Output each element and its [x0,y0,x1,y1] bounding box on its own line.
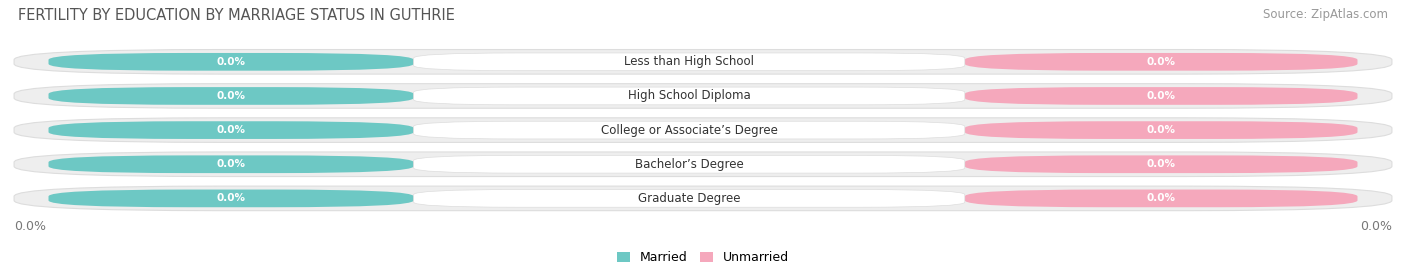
Text: Less than High School: Less than High School [624,55,754,68]
Text: Graduate Degree: Graduate Degree [638,192,741,205]
Text: 0.0%: 0.0% [1360,220,1392,233]
FancyBboxPatch shape [48,190,413,207]
Text: 0.0%: 0.0% [1147,91,1175,101]
Text: 0.0%: 0.0% [217,125,246,135]
FancyBboxPatch shape [14,118,1392,142]
FancyBboxPatch shape [965,87,1358,105]
Text: 0.0%: 0.0% [1147,57,1175,67]
FancyBboxPatch shape [965,53,1358,71]
Text: Source: ZipAtlas.com: Source: ZipAtlas.com [1263,8,1388,21]
FancyBboxPatch shape [965,155,1358,173]
FancyBboxPatch shape [48,53,413,71]
Text: 0.0%: 0.0% [217,159,246,169]
Text: 0.0%: 0.0% [1147,159,1175,169]
FancyBboxPatch shape [965,121,1358,139]
Legend: Married, Unmarried: Married, Unmarried [617,251,789,264]
Text: FERTILITY BY EDUCATION BY MARRIAGE STATUS IN GUTHRIE: FERTILITY BY EDUCATION BY MARRIAGE STATU… [18,8,456,23]
FancyBboxPatch shape [14,49,1392,74]
Text: College or Associate’s Degree: College or Associate’s Degree [600,123,778,137]
Text: 0.0%: 0.0% [217,91,246,101]
FancyBboxPatch shape [14,84,1392,108]
Text: 0.0%: 0.0% [1147,125,1175,135]
Text: 0.0%: 0.0% [217,57,246,67]
Text: 0.0%: 0.0% [1147,193,1175,203]
FancyBboxPatch shape [965,190,1358,207]
FancyBboxPatch shape [413,121,965,139]
FancyBboxPatch shape [48,155,413,173]
FancyBboxPatch shape [413,155,965,173]
FancyBboxPatch shape [413,53,965,71]
FancyBboxPatch shape [14,186,1392,211]
Text: Bachelor’s Degree: Bachelor’s Degree [636,158,744,171]
FancyBboxPatch shape [48,87,413,105]
FancyBboxPatch shape [48,121,413,139]
Text: High School Diploma: High School Diploma [628,90,751,102]
FancyBboxPatch shape [14,152,1392,176]
Text: 0.0%: 0.0% [217,193,246,203]
Text: 0.0%: 0.0% [14,220,46,233]
FancyBboxPatch shape [413,190,965,207]
FancyBboxPatch shape [413,87,965,105]
